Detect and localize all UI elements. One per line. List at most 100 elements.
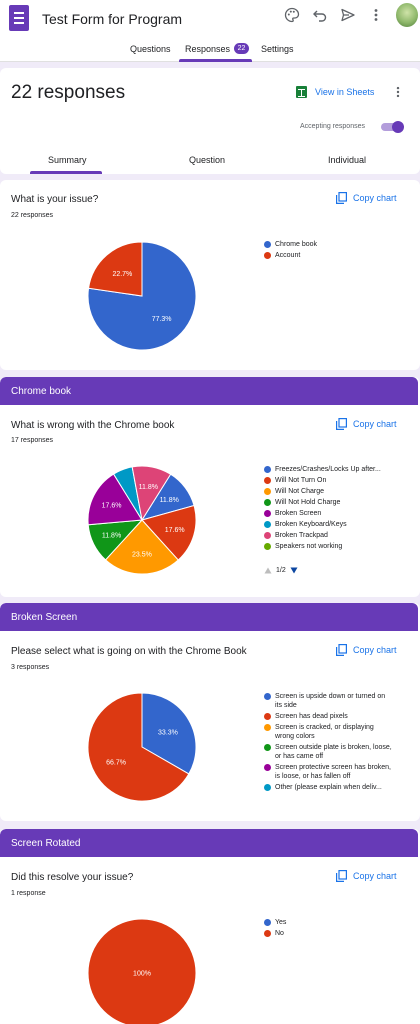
slice-data-label: 66.7% (106, 760, 126, 767)
legend-color-swatch (264, 488, 271, 495)
undo-icon[interactable] (311, 6, 329, 24)
copy-chart-button[interactable]: Copy chart (336, 870, 397, 882)
pie-slice (141, 504, 197, 561)
more-options-icon[interactable] (367, 6, 385, 24)
section-card-chrome-book: Chrome book What is wrong with the Chrom… (0, 377, 420, 597)
legend-item: Yes (264, 918, 392, 927)
chart-legend: Chrome book Account (264, 240, 392, 262)
legend-item: Broken Screen (264, 509, 392, 518)
legend-label: Freezes/Crashes/Locks Up after... (275, 466, 381, 473)
legend-color-swatch (264, 532, 271, 539)
section-title: Broken Screen (11, 612, 78, 623)
slice-data-label: 33.3% (158, 729, 178, 736)
page-down-icon[interactable] (290, 567, 298, 574)
legend-label: Chrome book (275, 241, 318, 248)
legend-item: Account (264, 251, 392, 260)
legend-label: Account (275, 252, 301, 259)
legend-color-swatch (264, 724, 271, 731)
legend-color-swatch (264, 510, 271, 517)
section-header: Chrome book (0, 377, 418, 405)
sheets-icon (296, 86, 307, 98)
pie-chart: 100% (87, 918, 197, 1024)
response-count: 17 responses (11, 437, 54, 444)
legend-item: Chrome book (264, 240, 392, 249)
legend-color-swatch (264, 744, 271, 751)
subtab-question[interactable]: Question (189, 155, 226, 165)
legend-item: Will Not Charge (264, 487, 392, 496)
copy-chart-label: Copy chart (353, 419, 397, 429)
legend-label: Broken Keyboard/Keys (275, 521, 347, 528)
copy-chart-button[interactable]: Copy chart (336, 192, 397, 204)
legend-item: Freezes/Crashes/Locks Up after... (264, 465, 392, 474)
copy-chart-label: Copy chart (353, 645, 397, 655)
responses-count-badge: 22 (234, 43, 249, 54)
legend-item: Screen outside plate is broken, loose, o… (264, 743, 392, 761)
copy-chart-button[interactable]: Copy chart (336, 644, 397, 656)
copy-icon (336, 418, 347, 430)
question-title: Did this resolve your issue? (11, 872, 134, 883)
legend-item: Screen is upside down or turned on its s… (264, 692, 392, 710)
response-count: 1 response (11, 890, 46, 897)
send-icon[interactable] (339, 6, 357, 24)
form-title[interactable]: Test Form for Program (42, 11, 183, 27)
view-in-sheets-button[interactable]: View in Sheets (296, 86, 374, 98)
responses-more-icon[interactable] (389, 83, 407, 101)
legend-item: Speakers not working (264, 542, 392, 551)
legend-label: Screen has dead pixels (275, 713, 348, 720)
legend-item: Screen has dead pixels (264, 712, 392, 721)
legend-item: Screen is cracked, or displaying wrong c… (264, 723, 392, 741)
legend-label: Yes (275, 919, 287, 926)
forms-app-icon[interactable] (9, 5, 29, 31)
legend-label: Broken Screen (275, 510, 322, 517)
legend-label: Screen outside plate is broken, loose, o… (275, 744, 392, 760)
page-up-icon[interactable] (264, 567, 272, 574)
slice-data-label: 23.5% (132, 551, 152, 558)
response-count: 3 responses (11, 664, 50, 671)
slice-data-label: 100% (133, 971, 151, 978)
copy-icon (336, 870, 347, 882)
legend-color-swatch (264, 466, 271, 473)
form-tabs: Questions Responses 22 Settings (0, 36, 420, 62)
tab-questions[interactable]: Questions (130, 44, 171, 54)
pie-chart: 11.8% 17.6% 23.5% 11.8% 17.6% 11.8% (87, 465, 197, 575)
section-title: Screen Rotated (11, 838, 81, 849)
legend-item: Will Not Turn On (264, 476, 392, 485)
chart-legend: Screen is upside down or turned on its s… (264, 692, 392, 794)
legend-label: Screen protective screen has broken, is … (275, 764, 391, 780)
legend-item: Will Not Hold Charge (264, 498, 392, 507)
section-title: Chrome book (11, 386, 72, 397)
slice-data-label: 17.6% (165, 527, 185, 534)
legend-item: Broken Trackpad (264, 531, 392, 540)
slice-data-label: 22.7% (112, 271, 132, 278)
slice-data-label: 77.3% (152, 316, 172, 323)
copy-icon (336, 192, 347, 204)
chart-legend: Yes No (264, 918, 392, 940)
legend-color-swatch (264, 477, 271, 484)
pie-slice (87, 692, 190, 802)
question-title: What is wrong with the Chrome book (11, 420, 175, 431)
legend-label: Will Not Turn On (275, 477, 327, 484)
question-card: What is your issue? 22 responses Copy ch… (0, 180, 420, 370)
legend-color-swatch (264, 784, 271, 791)
pie-slice (87, 473, 143, 526)
palette-icon[interactable] (283, 6, 301, 24)
slice-data-label: 11.8% (102, 533, 121, 540)
active-subtab-indicator (30, 171, 102, 174)
tab-settings[interactable]: Settings (261, 44, 294, 54)
legend-item: Broken Keyboard/Keys (264, 520, 392, 529)
question-title: What is your issue? (11, 194, 99, 205)
copy-chart-button[interactable]: Copy chart (336, 418, 397, 430)
legend-color-swatch (264, 241, 271, 248)
legend-color-swatch (264, 543, 271, 550)
legend-label: Other (please explain when deliv... (275, 784, 382, 791)
tab-responses[interactable]: Responses (185, 44, 231, 54)
accepting-responses-toggle[interactable] (381, 121, 404, 133)
legend-pager: 1/2 (264, 567, 298, 574)
section-card-screen-rotated: Screen Rotated Did this resolve your iss… (0, 829, 420, 1024)
active-tab-indicator (179, 59, 252, 62)
subtab-summary[interactable]: Summary (48, 155, 87, 165)
subtab-individual[interactable]: Individual (328, 155, 367, 165)
account-avatar[interactable] (396, 3, 418, 27)
pie-slice (87, 918, 197, 1024)
pie-chart: 77.3% 22.7% (87, 241, 197, 351)
